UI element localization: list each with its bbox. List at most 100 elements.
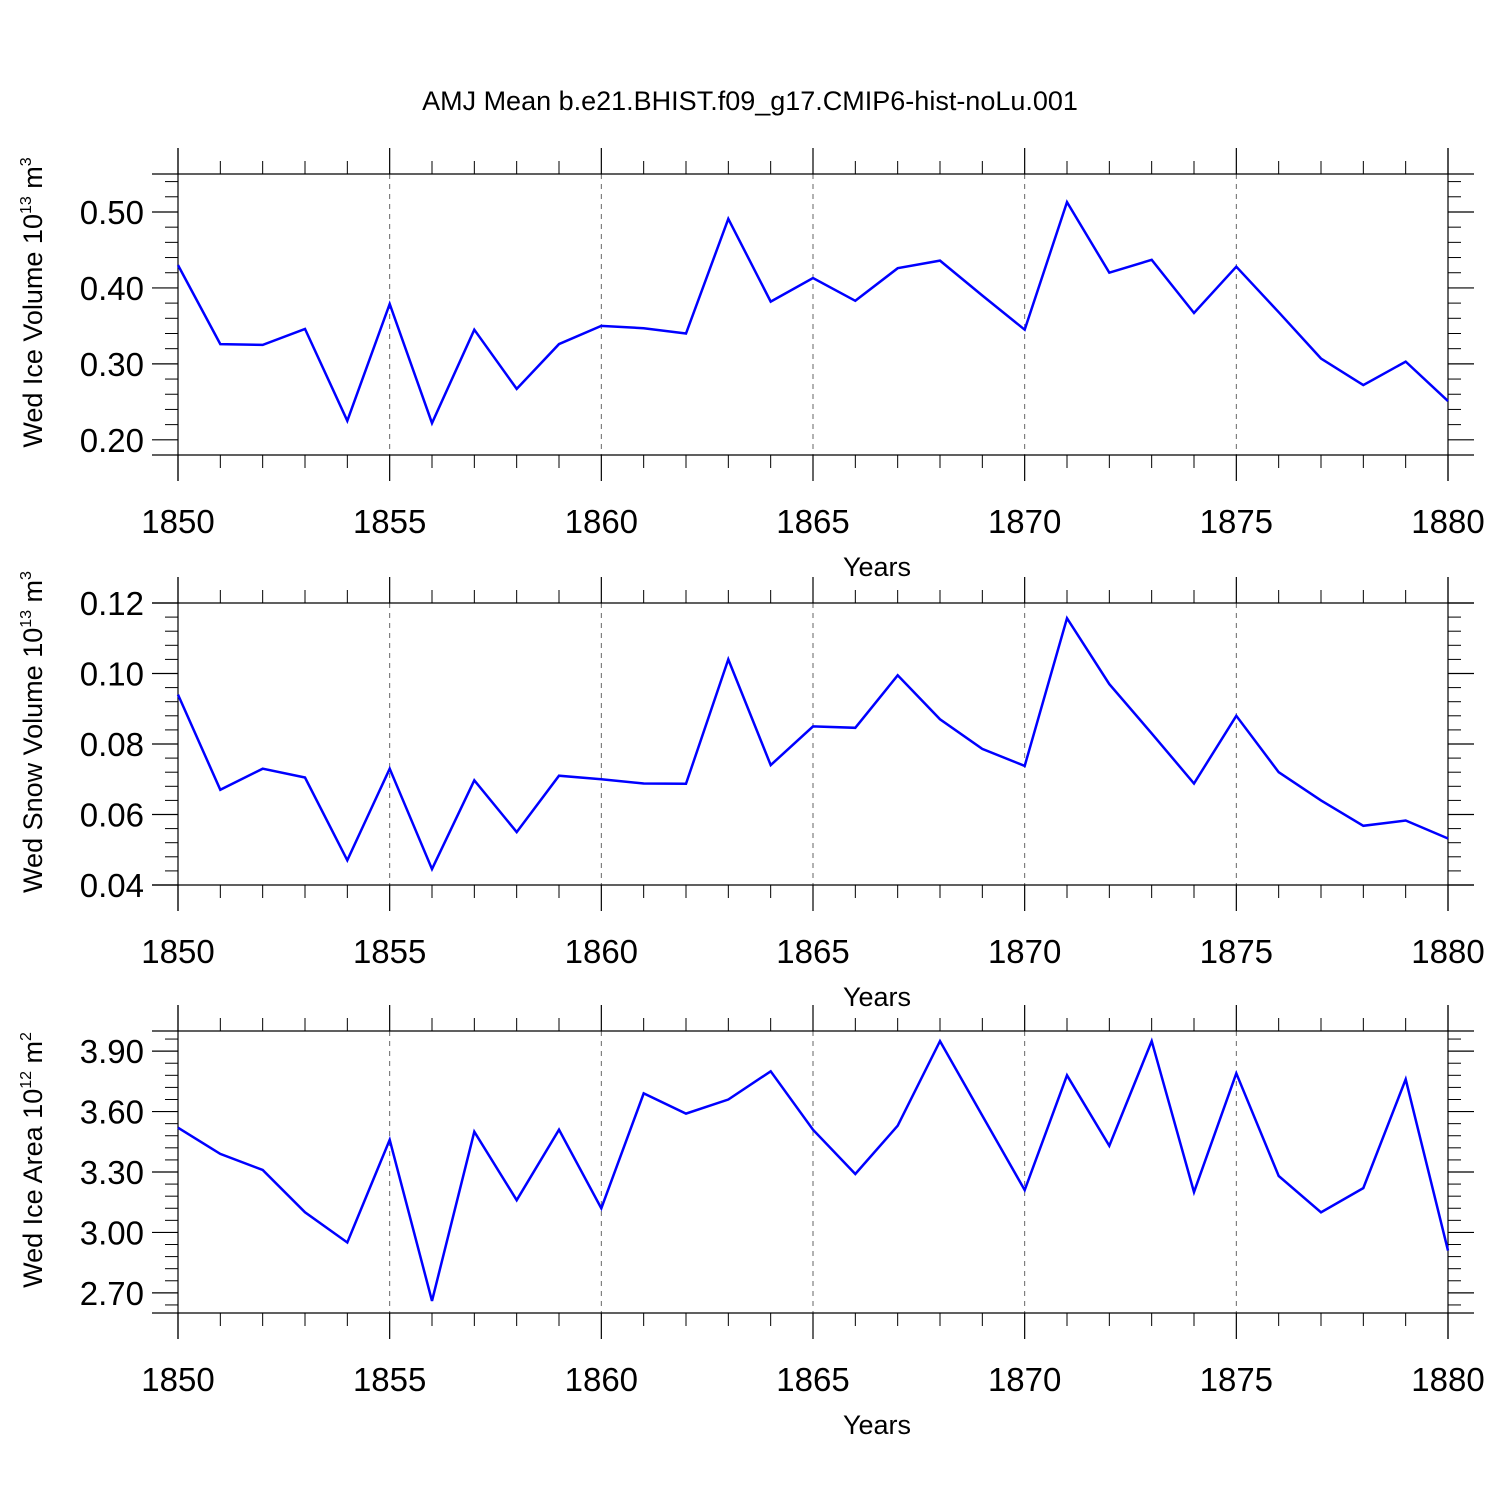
data-point (388, 1139, 390, 1141)
y-tick-label: 0.20 (80, 422, 144, 459)
x-axis-title: Years (843, 982, 911, 1012)
data-point (981, 748, 983, 750)
data-point (346, 420, 348, 422)
y-tick-label: 3.30 (80, 1154, 144, 1191)
data-point (600, 1207, 602, 1209)
data-point (304, 328, 306, 330)
y-axis-title: Wed Ice Area 1012 m2 (18, 1032, 48, 1288)
data-point (854, 300, 856, 302)
x-axis-title: Years (843, 1410, 911, 1440)
y-tick-label: 3.90 (80, 1033, 144, 1070)
data-point (346, 859, 348, 861)
data-point (727, 218, 729, 220)
y-axis-title-main: Wed Ice Area 10 (18, 1089, 48, 1288)
x-tick-label: 1855 (353, 503, 426, 540)
data-point (1150, 259, 1152, 261)
y-tick-label: 0.30 (80, 346, 144, 383)
data-point (939, 718, 941, 720)
x-tick-label: 1865 (776, 503, 849, 540)
data-point (1404, 1078, 1406, 1080)
data-point (939, 1040, 941, 1042)
data-point (812, 725, 814, 727)
data-point (1320, 1211, 1322, 1213)
data-point (1235, 1072, 1237, 1074)
y-tick-label: 3.60 (80, 1094, 144, 1131)
data-point (431, 422, 433, 424)
data-point (261, 767, 263, 769)
y-axis-title-exp: 12 (18, 1071, 35, 1089)
x-tick-label: 1875 (1200, 1361, 1273, 1398)
data-point (431, 1300, 433, 1302)
data-point (896, 267, 898, 269)
x-tick-label: 1870 (988, 933, 1061, 970)
data-point (812, 1129, 814, 1131)
x-tick-label: 1855 (353, 1361, 426, 1398)
x-tick-label: 1870 (988, 503, 1061, 540)
x-tick-label: 1870 (988, 1361, 1061, 1398)
data-point (685, 1112, 687, 1114)
y-axis-title-exp: 13 (18, 196, 35, 214)
data-point (515, 1199, 517, 1201)
data-point (1193, 782, 1195, 784)
x-tick-label: 1880 (1411, 503, 1484, 540)
x-tick-label: 1875 (1200, 933, 1273, 970)
x-tick-label: 1865 (776, 933, 849, 970)
data-point (1362, 1187, 1364, 1189)
y-axis-title-main: Wed Ice Volume 10 (18, 214, 48, 448)
data-point (854, 1173, 856, 1175)
y-tick-label: 3.00 (80, 1214, 144, 1251)
data-point (1320, 799, 1322, 801)
data-point (1362, 825, 1364, 827)
data-point (1023, 328, 1025, 330)
data-point (1108, 272, 1110, 274)
y-tick-label: 2.70 (80, 1275, 144, 1312)
data-point (812, 277, 814, 279)
x-tick-label: 1860 (565, 1361, 638, 1398)
data-point (727, 1098, 729, 1100)
data-point (1066, 1074, 1068, 1076)
x-tick-label: 1855 (353, 933, 426, 970)
x-tick-label: 1850 (141, 503, 214, 540)
data-point (388, 303, 390, 305)
data-point (219, 789, 221, 791)
data-point (1066, 617, 1068, 619)
data-point (346, 1241, 348, 1243)
series-line (176, 199, 1449, 427)
data-point (896, 674, 898, 676)
data-point (769, 300, 771, 302)
x-tick-label: 1865 (776, 1361, 849, 1398)
data-point (1447, 837, 1449, 839)
y-axis-title-unit-exp: 3 (18, 571, 35, 580)
data-point (261, 1169, 263, 1171)
data-point (261, 344, 263, 346)
y-tick-label: 0.10 (80, 656, 144, 693)
data-point (219, 343, 221, 345)
data-point (177, 1126, 179, 1128)
data-point (1277, 1175, 1279, 1177)
data-point (515, 831, 517, 833)
data-point (1235, 265, 1237, 267)
data-point (177, 693, 179, 695)
data-point (600, 778, 602, 780)
data-point (1193, 1191, 1195, 1193)
chart-panel-1: 1850 1855 1860 1865 1870 1875 1880 0.20 0.30 0.40… (18, 148, 1485, 582)
data-point (1362, 384, 1364, 386)
data-point (558, 343, 560, 345)
data-point (1447, 1249, 1449, 1251)
data-point (1320, 357, 1322, 359)
y-axis-title: Wed Ice Volume 1013 m3 (18, 157, 48, 447)
data-point (685, 332, 687, 334)
data-point (177, 264, 179, 266)
y-tick-label: 0.12 (80, 585, 144, 622)
data-point (981, 1114, 983, 1116)
data-point (558, 775, 560, 777)
data-point (642, 1092, 644, 1094)
y-axis-title: Wed Snow Volume 1013 m3 (18, 571, 48, 893)
x-axis-title: Years (843, 552, 911, 582)
data-point (854, 727, 856, 729)
y-axis-title-unit-exp: 3 (18, 157, 35, 166)
chart-title: AMJ Mean b.e21.BHIST.f09_g17.CMIP6-hist-… (422, 86, 1078, 116)
data-point (473, 779, 475, 781)
